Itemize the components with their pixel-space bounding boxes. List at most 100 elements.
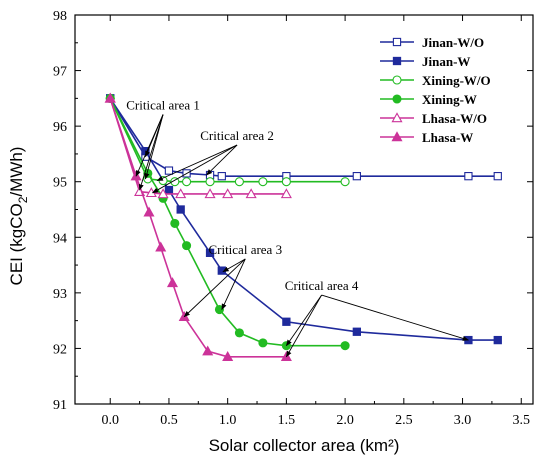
data-point: [222, 351, 234, 361]
annotation-arrow: [221, 258, 246, 311]
y-tick-label: 97: [53, 65, 67, 80]
y-axis-title-subscript: 2: [16, 196, 30, 203]
series-line: [109, 98, 346, 347]
annotation-label: Critical area 3: [208, 242, 282, 257]
annotation-arrow: [321, 294, 470, 341]
data-point: [258, 338, 268, 348]
data-point: [104, 92, 116, 103]
y-axis-title-prefix: CEI (kgCO: [7, 203, 26, 285]
data-point: [258, 177, 268, 187]
series-line: [109, 97, 498, 341]
y-tick-label: 92: [53, 342, 67, 357]
data-point: [166, 277, 179, 288]
annotation-label: Critical area 4: [285, 278, 359, 293]
data-point: [205, 177, 215, 187]
series-line: [109, 98, 346, 183]
data-point: [157, 188, 169, 199]
annotation-arrow: [156, 144, 238, 182]
y-tick-label: 96: [53, 120, 67, 135]
annotation-arrow: [151, 144, 238, 194]
legend-marker: [391, 131, 403, 142]
series-layer: [104, 92, 502, 361]
data-point: [164, 185, 174, 195]
annotation-arrow: [206, 144, 238, 176]
data-point: [204, 188, 216, 199]
data-point: [245, 188, 257, 199]
data-point: [493, 335, 502, 345]
legend-label: Jinan-W/O: [422, 35, 484, 50]
data-point: [155, 241, 167, 252]
annotation: Critical area 1: [126, 97, 200, 191]
legend-label: Xining-W/O: [422, 73, 491, 88]
data-point: [170, 177, 180, 187]
legend-marker: [392, 37, 402, 47]
data-point: [222, 188, 234, 199]
annotation-arrow: [222, 258, 246, 273]
data-point: [282, 317, 291, 326]
x-tick-label: 0.0: [101, 413, 119, 428]
legend-entry: Lhasa-W: [380, 130, 473, 145]
legend-marker: [391, 112, 403, 123]
y-tick-label: 94: [53, 231, 67, 246]
data-point: [352, 327, 361, 336]
y-tick-label: 91: [53, 398, 67, 413]
legend-label: Lhasa-W: [422, 130, 473, 145]
annotation-label: Critical area 1: [126, 97, 200, 112]
data-point: [340, 341, 350, 351]
axis-ticks: 0.0 0.5 1.0 1.5 2.0 2.5 3.0 3.5 91 92 93 94 95 96 97 98: [53, 9, 533, 428]
annotation-label: Critical area 2: [200, 128, 274, 143]
y-tick-label: 93: [53, 287, 67, 302]
legend-marker: [392, 94, 402, 104]
data-point: [170, 218, 180, 228]
legend-label: Lhasa-W/O: [422, 111, 487, 126]
annotation-arrow: [135, 114, 164, 177]
legend: Jinan-W/O Jinan-W Xining-W/O Xining-W Lhasa-…: [380, 35, 491, 145]
annotation-arrow: [183, 258, 246, 318]
y-axis-title-suffix: /MWh): [7, 147, 26, 197]
x-tick-label: 0.5: [160, 413, 178, 428]
series-line: [109, 97, 498, 177]
y-tick-label: 95: [53, 176, 67, 191]
annotations-layer: Critical area 1 Critical area 2 Critical a…: [126, 97, 470, 358]
x-tick-label: 2.5: [395, 413, 413, 428]
data-point: [340, 177, 350, 187]
data-point: [205, 248, 215, 257]
annotation: Critical area 3: [183, 242, 282, 318]
legend-marker: [392, 56, 402, 66]
legend-entry: Lhasa-W/O: [380, 111, 487, 126]
legend-entry: Jinan-W: [380, 54, 470, 69]
y-tick-label: 98: [53, 9, 67, 24]
data-point: [464, 172, 473, 181]
x-tick-label: 2.0: [336, 413, 354, 428]
annotation-arrow: [285, 294, 323, 358]
data-point: [234, 328, 244, 338]
x-tick-label: 3.5: [513, 413, 531, 428]
data-point: [175, 188, 187, 199]
legend-label: Jinan-W: [422, 54, 470, 69]
data-point: [182, 241, 192, 251]
data-point: [143, 206, 155, 217]
x-tick-label: 1.0: [219, 413, 237, 428]
annotation: Critical area 4: [285, 278, 470, 358]
annotation: Critical area 2: [151, 128, 274, 194]
data-point: [493, 172, 502, 181]
data-point: [164, 166, 174, 175]
data-point: [182, 177, 192, 187]
annotation-arrow: [286, 294, 322, 347]
annotation-arrow: [144, 114, 164, 180]
data-point: [280, 188, 292, 199]
data-point: [176, 205, 185, 214]
data-point: [234, 177, 244, 187]
legend-entry: Xining-W: [380, 92, 477, 107]
legend-entry: Jinan-W/O: [380, 35, 484, 50]
legend-entry: Xining-W/O: [380, 73, 491, 88]
data-point: [281, 177, 291, 187]
annotation-arrow: [138, 114, 164, 191]
legend-label: Xining-W: [422, 92, 477, 107]
legend-marker: [392, 75, 402, 85]
data-point: [217, 172, 226, 181]
y-axis-title: CEI (kgCO2/MWh): [7, 147, 30, 286]
data-point: [352, 172, 361, 181]
x-axis-title: Solar collector area (km²): [209, 436, 400, 455]
